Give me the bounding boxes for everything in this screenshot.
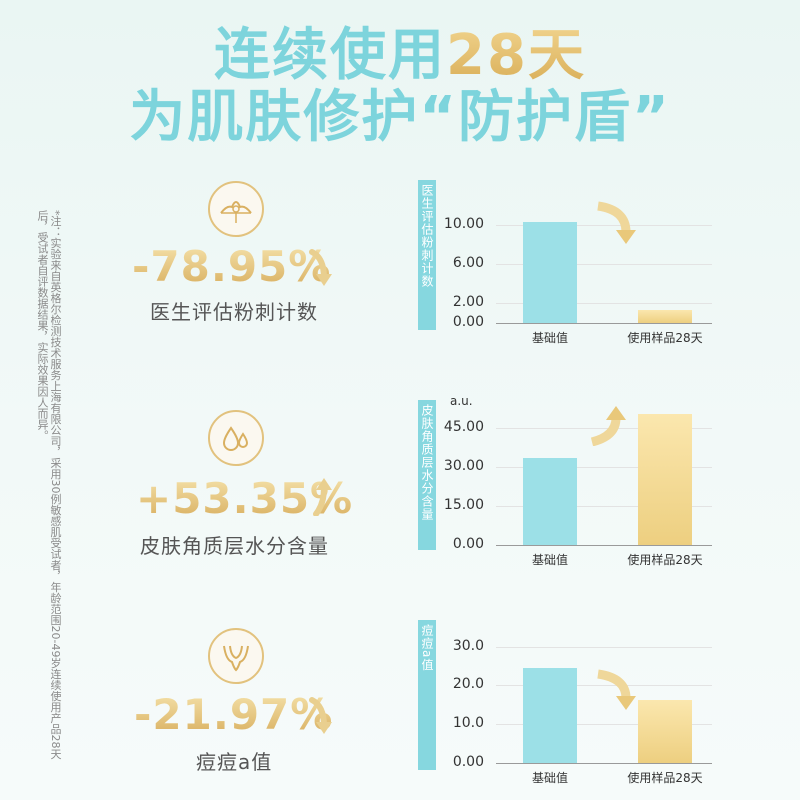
gridline — [496, 724, 712, 726]
metric-value-3: -21.97% — [134, 690, 334, 739]
y-tick-label: 6.00 — [452, 255, 484, 271]
arrow-down-icon — [309, 249, 332, 286]
chart-ylabel: 痘痘a值 — [418, 620, 436, 770]
gridline — [496, 646, 712, 648]
y-tick-label: 10.0 — [452, 715, 484, 732]
x-tick-label: 基础值 — [531, 553, 568, 567]
x-axis — [496, 323, 712, 324]
y-tick-label: 30.0 — [452, 637, 484, 654]
arrow-down-icon — [309, 697, 332, 734]
bar-baseline — [523, 667, 577, 763]
follicle-icon — [208, 628, 264, 684]
gridline — [496, 428, 712, 430]
pore-icon — [208, 181, 264, 237]
x-tick-label: 使用样品28天 — [627, 553, 703, 567]
gridline — [496, 224, 712, 226]
x-tick-label: 使用样品28天 — [627, 771, 703, 785]
bar-after-28-days — [638, 700, 692, 763]
chart-ylabel: 皮肤角质层水分含量 — [418, 400, 436, 550]
headline-highlight: 28天 — [446, 23, 586, 88]
arrow-up-icon — [313, 478, 332, 516]
y-tick-label: 2.00 — [452, 294, 484, 311]
metric-label-2: 皮肤角质层水分含量 — [140, 534, 329, 558]
headline-line1-text: 连续使用 — [214, 23, 447, 88]
y-tick-label: 45.00 — [443, 419, 484, 436]
metric-label-3: 痘痘a值 — [196, 750, 273, 774]
y-tick-label: 0.00 — [452, 314, 484, 330]
y-tick-label: 0.00 — [452, 754, 484, 770]
trend-arrow-icon — [597, 669, 636, 710]
y-tick-label: 10.00 — [443, 215, 484, 232]
trend-arrow-icon — [590, 406, 626, 446]
metric-label-1: 医生评估粉刺计数 — [150, 300, 318, 324]
y-tick-label: 20.0 — [452, 676, 484, 693]
bar-baseline — [523, 458, 577, 545]
y-tick-label: 0.00 — [452, 536, 484, 552]
chart-ylabel: 医生评估粉刺计数 — [418, 180, 436, 330]
y-tick-label: 30.00 — [443, 458, 484, 475]
x-tick-label: 使用样品28天 — [627, 331, 703, 345]
gridline — [496, 467, 712, 469]
water-drop-icon — [208, 410, 264, 466]
bar-baseline — [523, 221, 577, 323]
gridline — [496, 264, 712, 265]
bar-after-28-days — [638, 413, 692, 545]
gridline — [496, 303, 712, 305]
gridline — [496, 685, 712, 687]
headline-line2: 为肌肤修护“防护盾” — [129, 85, 671, 150]
gridline — [496, 506, 712, 508]
bar-after-28-days — [638, 310, 692, 323]
footnote: *注：实验来自英格尔检测技术服务上海有限公司，采用30例敏感肌受试者，年龄范围2… — [36, 210, 62, 760]
metric-value-1: -78.95% — [132, 242, 332, 291]
chart-unit: a.u. — [450, 394, 473, 408]
x-axis — [496, 763, 712, 764]
x-tick-label: 基础值 — [531, 331, 568, 345]
x-axis — [496, 545, 712, 546]
x-tick-label: 基础值 — [531, 771, 568, 785]
trend-arrow-icon — [597, 201, 636, 244]
y-tick-label: 15.00 — [443, 497, 484, 514]
headline-line1: 连续使用28天 — [0, 28, 800, 84]
